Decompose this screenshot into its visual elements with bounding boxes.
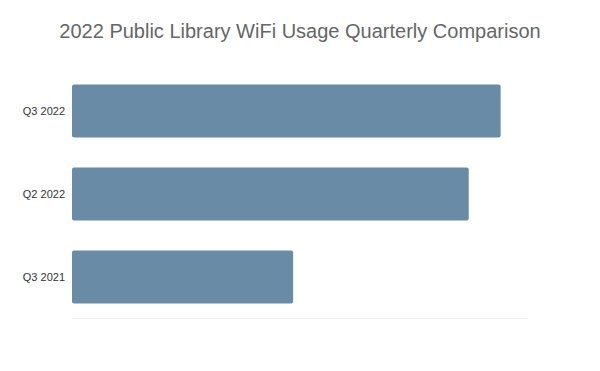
bar xyxy=(72,250,293,303)
category-label: Q2 2022 xyxy=(23,188,65,200)
bar xyxy=(72,84,501,137)
chart: 2022 Public Library WiFi Usage Quarterly… xyxy=(0,0,600,371)
bar xyxy=(72,167,469,220)
bars xyxy=(72,84,501,303)
category-label: Q3 2022 xyxy=(23,105,65,117)
x-axis-line xyxy=(72,318,528,319)
chart-title: 2022 Public Library WiFi Usage Quarterly… xyxy=(59,20,540,42)
category-label: Q3 2021 xyxy=(23,271,65,283)
